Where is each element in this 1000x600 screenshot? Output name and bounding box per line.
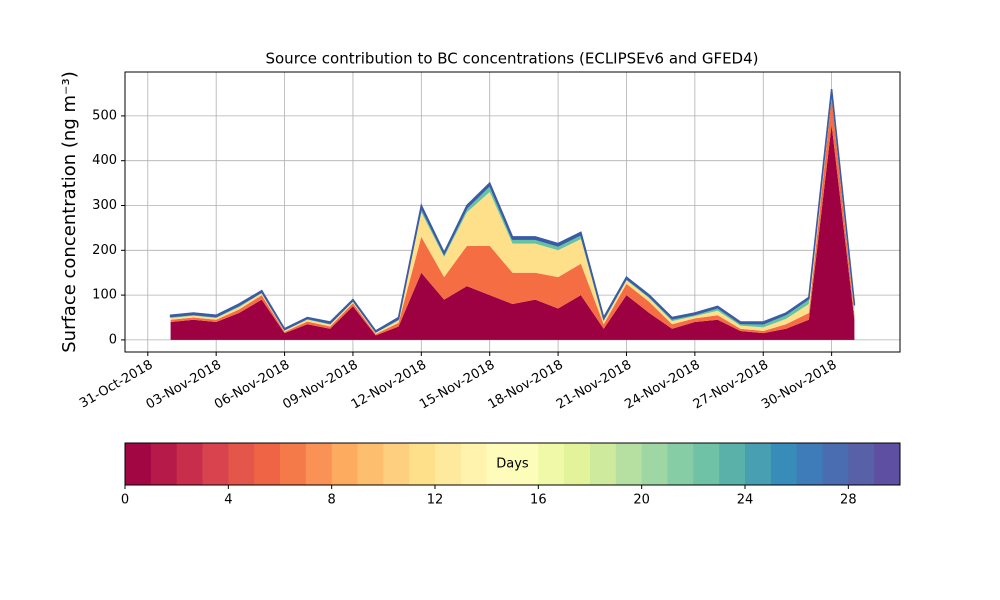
colorbar-swatch	[409, 443, 436, 485]
colorbar-swatch	[435, 443, 462, 485]
x-tick-label: 24-Nov-2018	[622, 358, 702, 413]
colorbar-frame	[124, 442, 901, 486]
colorbar-swatch	[615, 443, 643, 485]
colorbar-swatch	[176, 443, 203, 485]
colorbar-tick-label: 4	[224, 493, 232, 508]
colorbar-swatch	[254, 443, 281, 485]
colorbar-swatch	[590, 443, 617, 485]
colorbar-swatch	[874, 443, 901, 485]
y-tick-label: 200	[92, 243, 117, 258]
colorbar-swatch	[486, 443, 513, 485]
area	[170, 97, 855, 336]
colorbar-swatch	[125, 443, 152, 485]
colorbar-tick-label: 16	[530, 493, 547, 508]
x-tick-label: 09-Nov-2018	[280, 358, 360, 413]
y-tick-label: 500	[92, 108, 117, 123]
x-tick-label: 21-Nov-2018	[554, 358, 634, 413]
colorbar-swatch	[822, 443, 849, 485]
colorbar-swatch	[693, 443, 720, 485]
colorbar-tick-label: 24	[737, 493, 754, 508]
x-tick-label: 18-Nov-2018	[486, 358, 566, 413]
colorbar-swatch	[383, 443, 410, 485]
x-tick-label: 31-Oct-2018	[77, 358, 155, 412]
x-tick-label: 12-Nov-2018	[349, 358, 429, 413]
y-tick-label: 0	[109, 332, 117, 347]
colorbar-label: Days	[496, 457, 529, 472]
colorbar-swatch	[538, 443, 565, 485]
colorbar-tick-label: 20	[633, 493, 650, 508]
y-tick-label: 400	[92, 153, 117, 168]
colorbar-swatch	[564, 443, 591, 485]
colorbar-tick-label: 28	[840, 493, 857, 508]
plot-frame	[124, 71, 901, 353]
x-tick-label: 15-Nov-2018	[417, 358, 497, 413]
colorbar-tick-label: 8	[328, 493, 336, 508]
colorbar-swatch	[796, 443, 823, 485]
x-tick-label: 27-Nov-2018	[691, 358, 771, 413]
colorbar-swatch	[150, 443, 178, 485]
colorbar-swatch	[719, 443, 746, 485]
colorbar-swatch	[460, 443, 488, 485]
y-tick-label: 300	[92, 198, 117, 213]
area	[170, 124, 855, 340]
x-tick-label: 06-Nov-2018	[212, 358, 292, 413]
colorbar-swatch	[228, 443, 255, 485]
colorbar-swatch	[357, 443, 384, 485]
colorbar-swatch	[280, 443, 307, 485]
colorbar-swatch	[331, 443, 358, 485]
y-axis-label: Surface concentration (ng m⁻³)	[59, 71, 80, 353]
area	[169, 88, 856, 333]
colorbar-swatch	[745, 443, 772, 485]
y-tick-label: 100	[92, 288, 117, 303]
colorbar-swatch	[202, 443, 229, 485]
colorbar-tick-label: 12	[427, 493, 444, 508]
colorbar-tick-label: 0	[121, 493, 129, 508]
colorbar-swatch	[848, 443, 875, 485]
colorbar-swatch	[641, 443, 668, 485]
colorbar-swatch	[770, 443, 798, 485]
chart-title: Source contribution to BC concentrations…	[265, 50, 758, 68]
colorbar-swatch	[305, 443, 333, 485]
x-tick-label: 30-Nov-2018	[759, 358, 839, 413]
x-tick-label: 03-Nov-2018	[144, 358, 224, 413]
colorbar-swatch	[667, 443, 694, 485]
colorbar-swatch	[512, 443, 539, 485]
